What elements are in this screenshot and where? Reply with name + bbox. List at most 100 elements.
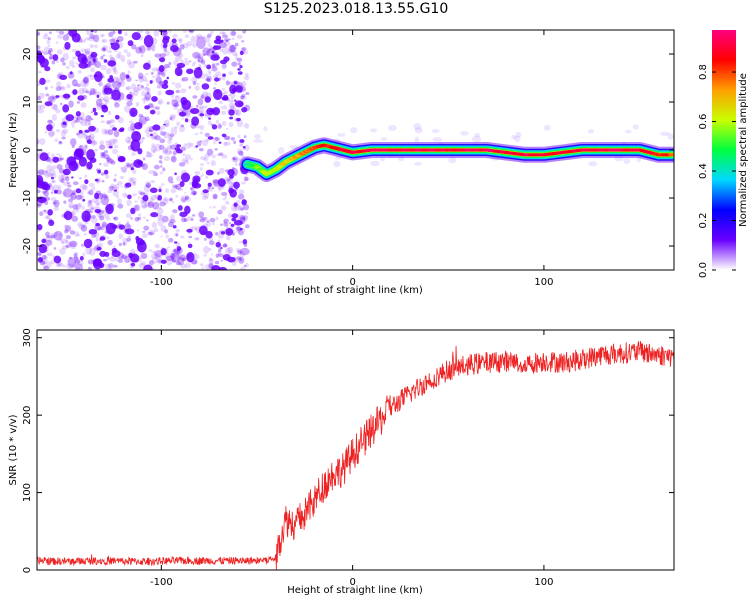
- noise-speckle: [151, 143, 156, 148]
- snr-x-axis-label: Height of straight line (km): [287, 585, 423, 596]
- noise-speckle: [152, 105, 157, 110]
- noise-speckle: [149, 187, 158, 194]
- noise-speckle: [192, 51, 201, 59]
- noise-speckle: [92, 58, 96, 63]
- noise-speckle: [133, 89, 139, 97]
- noise-speckle: [138, 124, 142, 127]
- noise-speckle: [159, 165, 163, 168]
- noise-speckle: [51, 94, 55, 98]
- noise-speckle: [78, 62, 89, 69]
- noise-speckle: [113, 87, 120, 92]
- colorbar-label: Normalized spectral amplitude: [738, 73, 749, 227]
- noise-speckle: [37, 137, 40, 145]
- noise-speckle: [213, 183, 218, 188]
- noise-speckle: [370, 160, 380, 167]
- noise-speckle: [199, 140, 203, 143]
- noise-speckle: [127, 70, 131, 74]
- noise-speckle: [212, 179, 220, 187]
- noise-speckle: [135, 249, 139, 252]
- noise-speckle: [126, 59, 132, 66]
- noise-speckle: [39, 211, 44, 217]
- noise-speckle: [197, 53, 204, 59]
- noise-speckle: [195, 35, 200, 40]
- noise-speckle: [166, 101, 170, 105]
- noise-speckle: [164, 252, 170, 259]
- noise-speckle: [43, 209, 48, 215]
- spectrogram-y-tick-label: 10: [22, 96, 33, 109]
- noise-speckle: [37, 45, 41, 50]
- noise-speckle: [117, 222, 121, 226]
- noise-speckle: [53, 189, 58, 194]
- noise-speckle: [37, 169, 45, 176]
- noise-speckle: [58, 233, 62, 237]
- noise-speckle: [108, 145, 113, 149]
- noise-speckle: [38, 92, 45, 99]
- noise-speckle: [143, 97, 151, 102]
- noise-speckle: [100, 55, 104, 60]
- noise-speckle: [154, 53, 162, 58]
- noise-speckle: [209, 45, 215, 51]
- noise-speckle: [114, 102, 120, 108]
- noise-speckle: [202, 216, 208, 221]
- noise-speckle: [201, 59, 206, 65]
- noise-speckle: [236, 256, 242, 260]
- noise-speckle: [45, 231, 51, 237]
- noise-speckle: [243, 135, 247, 138]
- noise-speckle: [180, 59, 184, 64]
- noise-speckle: [87, 190, 91, 194]
- noise-speckle: [112, 67, 117, 73]
- snr-y-tick-label: 100: [22, 483, 33, 502]
- noise-speckle: [191, 116, 200, 127]
- noise-speckle: [84, 50, 91, 55]
- snr-plot-area: [37, 330, 674, 570]
- noise-speckle: [117, 30, 122, 35]
- noise-speckle: [178, 187, 184, 192]
- noise-speckle: [175, 233, 179, 237]
- noise-speckle: [103, 169, 109, 175]
- noise-speckle: [193, 252, 197, 255]
- noise-speckle: [183, 218, 188, 223]
- noise-speckle: [68, 30, 78, 37]
- noise-speckle: [196, 140, 202, 147]
- noise-speckle: [190, 35, 197, 43]
- noise-speckle: [186, 41, 193, 47]
- noise-speckle: [191, 76, 198, 84]
- noise-speckle: [152, 170, 156, 173]
- noise-speckle: [150, 135, 157, 140]
- noise-speckle: [127, 259, 132, 263]
- noise-speckle: [129, 91, 132, 94]
- noise-speckle: [178, 125, 185, 133]
- noise-speckle: [184, 57, 188, 61]
- noise-speckle: [84, 118, 91, 127]
- noise-speckle: [237, 134, 241, 139]
- noise-speckle: [100, 64, 107, 71]
- noise-speckle: [232, 157, 236, 161]
- noise-speckle: [207, 186, 211, 190]
- noise-speckle: [175, 175, 182, 182]
- noise-speckle: [128, 120, 133, 124]
- noise-speckle: [136, 160, 143, 165]
- noise-speckle: [148, 267, 155, 270]
- noise-speckle: [154, 143, 162, 152]
- noise-speckle: [60, 57, 65, 63]
- noise-speckle: [78, 202, 82, 208]
- noise-speckle: [44, 130, 48, 134]
- noise-speckle: [76, 116, 83, 121]
- noise-speckle: [218, 124, 223, 128]
- noise-speckle: [82, 184, 88, 191]
- noise-speckle: [62, 128, 69, 134]
- noise-speckle: [66, 156, 77, 167]
- noise-speckle: [130, 122, 137, 131]
- noise-speckle: [89, 74, 95, 81]
- noise-speckle: [195, 108, 199, 111]
- noise-speckle: [221, 76, 226, 81]
- noise-speckle: [208, 48, 212, 51]
- noise-speckle: [97, 81, 103, 86]
- noise-speckle: [125, 194, 129, 198]
- noise-speckle: [52, 95, 59, 100]
- noise-speckle: [59, 237, 63, 242]
- noise-speckle: [110, 160, 116, 165]
- noise-speckle: [220, 39, 224, 43]
- noise-speckle: [53, 206, 60, 212]
- noise-speckle: [141, 233, 148, 239]
